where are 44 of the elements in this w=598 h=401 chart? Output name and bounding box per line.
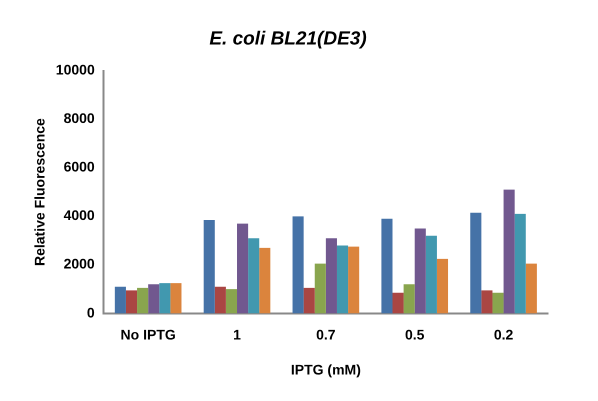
y-tick-label: 8000 <box>64 110 95 126</box>
bar <box>404 284 415 314</box>
y-axis-title: Relative Fluorescence <box>31 118 48 266</box>
bar <box>326 238 337 314</box>
bar <box>237 224 248 314</box>
bar <box>226 289 238 314</box>
bar <box>148 284 160 314</box>
bar <box>292 216 304 314</box>
bar <box>381 218 393 314</box>
bar <box>214 286 226 314</box>
bar <box>514 214 526 314</box>
bar <box>492 292 504 314</box>
x-tick-label: 1 <box>233 326 242 343</box>
bar <box>504 190 515 314</box>
bar <box>481 290 492 314</box>
bar <box>414 228 426 314</box>
bar <box>470 212 482 314</box>
bar <box>348 246 360 314</box>
x-tick-label: No IPTG <box>120 326 176 343</box>
bar <box>114 286 126 314</box>
bar <box>436 258 448 314</box>
bar <box>259 248 270 314</box>
bar <box>314 264 326 314</box>
bar <box>304 288 315 314</box>
bar <box>248 238 260 314</box>
bar <box>159 283 170 314</box>
y-tick-label: 10000 <box>56 62 95 78</box>
bar <box>170 283 182 314</box>
x-tick-label: 0.2 <box>494 326 514 343</box>
bar <box>204 220 215 314</box>
x-tick-label: 0.5 <box>404 326 425 343</box>
x-axis-title: IPTG (mM) <box>290 361 361 378</box>
y-tick-label: 4000 <box>64 207 95 224</box>
y-tick-label: 2000 <box>64 256 95 272</box>
bar <box>137 288 148 314</box>
bar <box>126 290 138 314</box>
bar <box>526 264 537 314</box>
bar <box>336 245 348 314</box>
y-tick-label: 0 <box>86 304 95 320</box>
x-tick-label: 0.7 <box>316 326 336 343</box>
y-tick-label: 6000 <box>64 158 95 175</box>
bar <box>392 292 404 314</box>
bar <box>426 236 437 314</box>
chart-title: E. coli BL21(DE3) <box>209 28 367 50</box>
